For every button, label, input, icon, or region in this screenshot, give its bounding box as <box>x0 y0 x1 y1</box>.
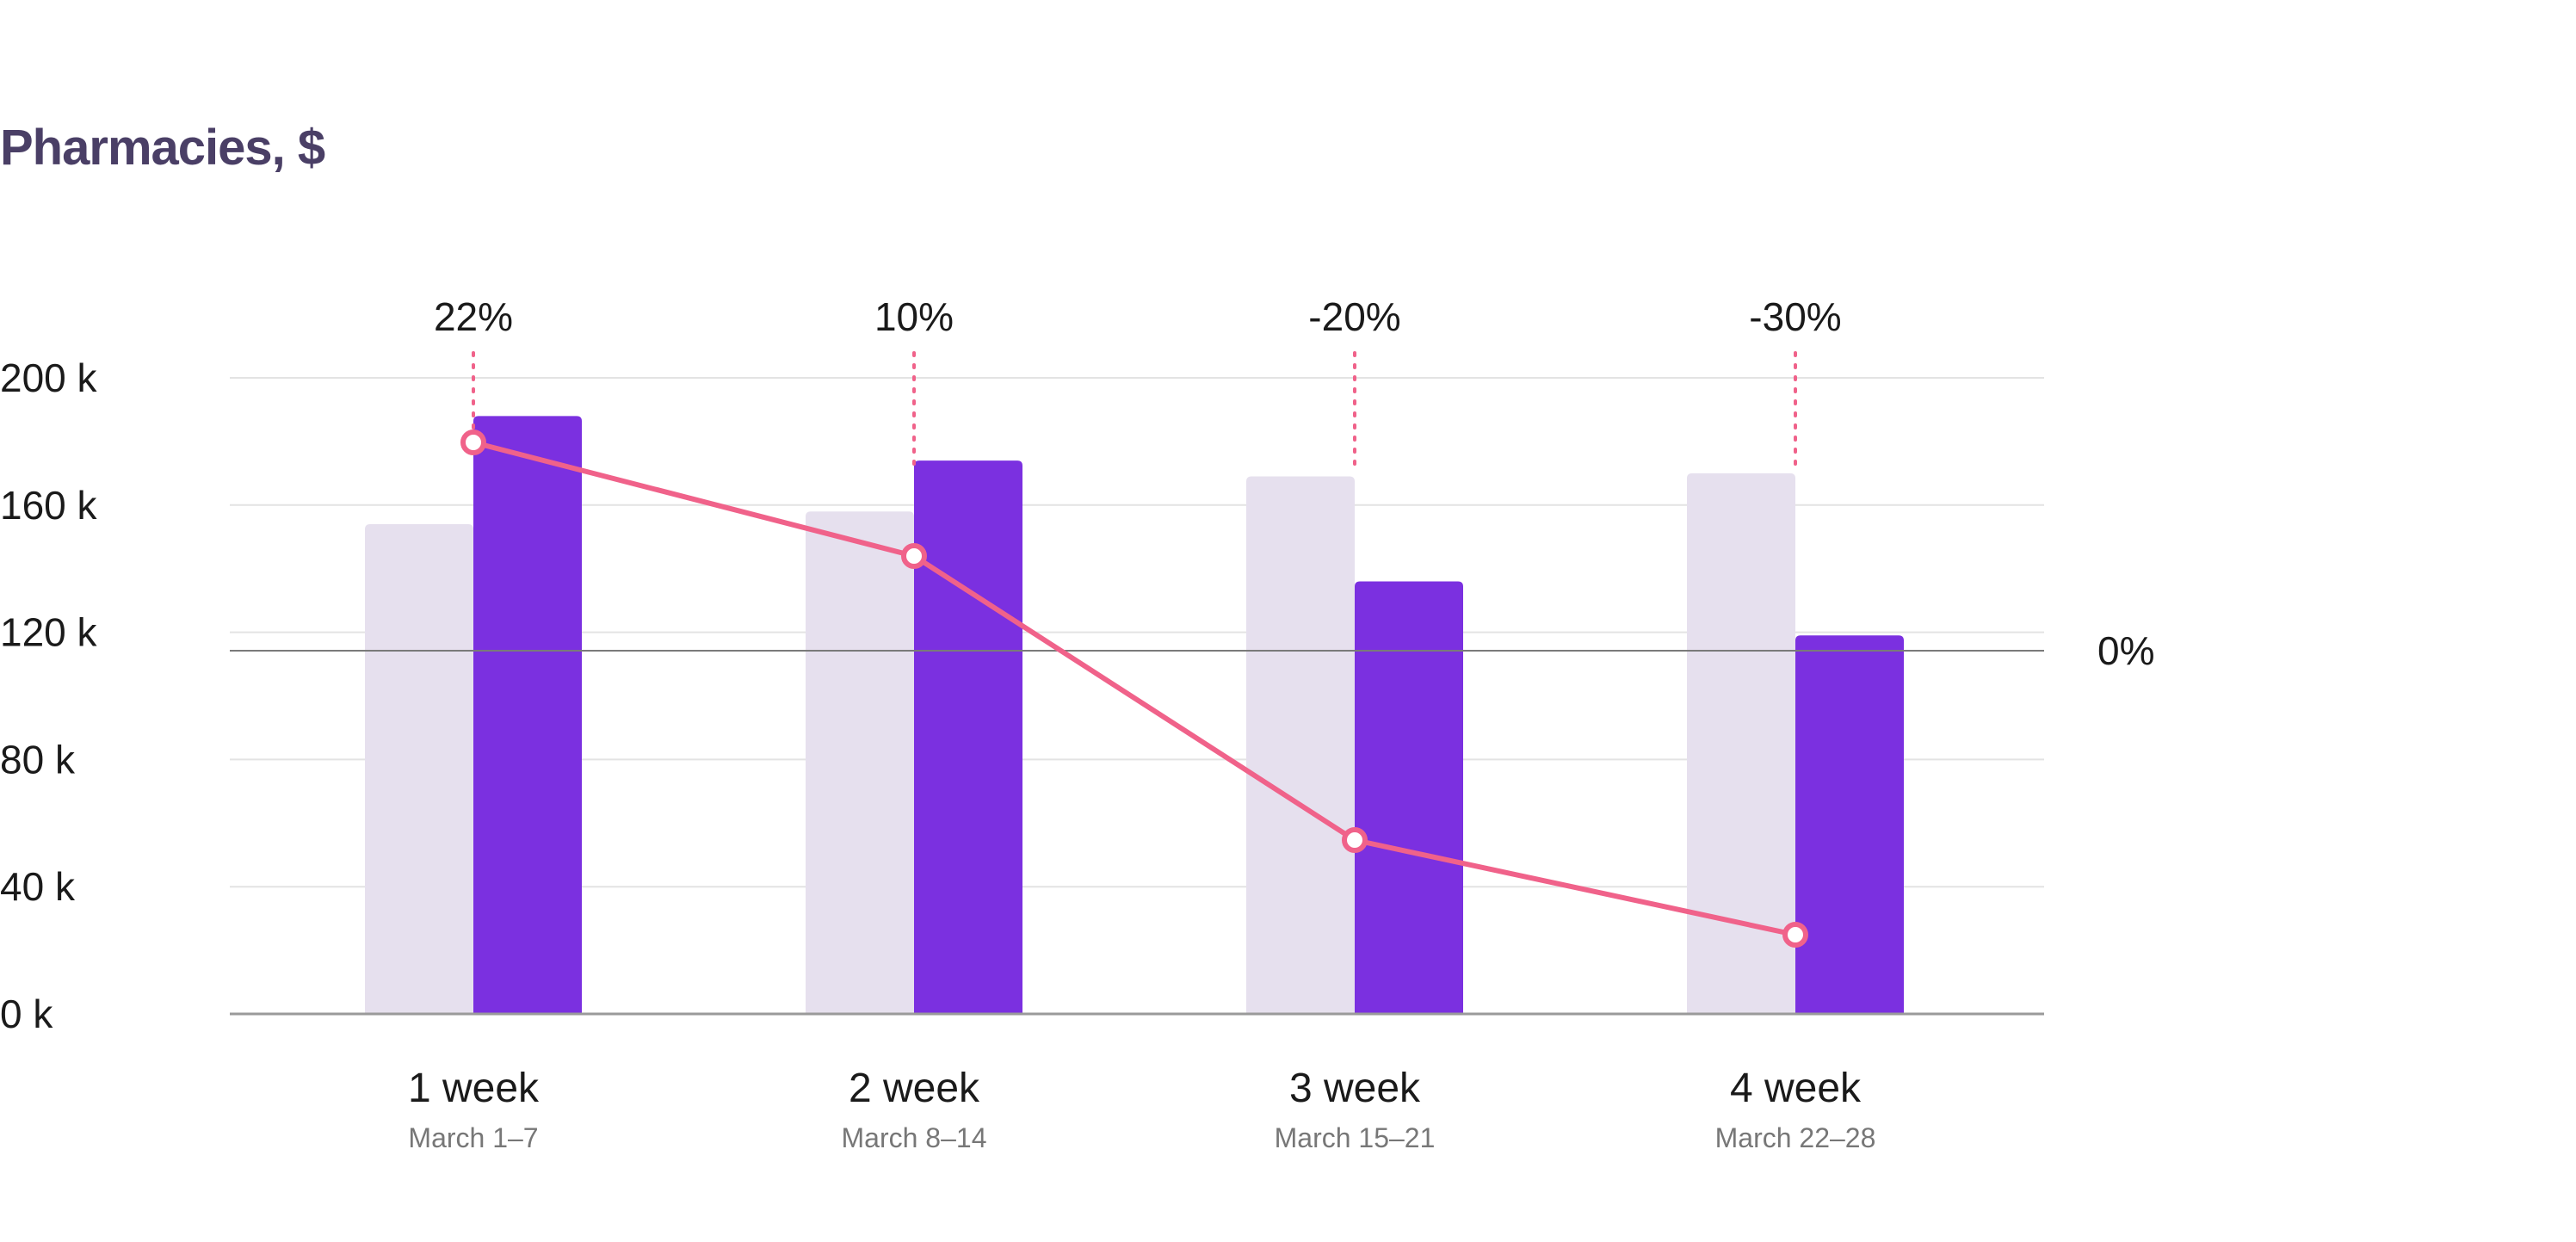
x-category-label: 1 week <box>408 1066 540 1111</box>
change-point <box>1782 922 1808 948</box>
change-point <box>1342 827 1368 853</box>
y-tick-label: 120 k <box>0 610 98 655</box>
bar-previous <box>1687 473 1795 1014</box>
change-line <box>473 440 1796 937</box>
change-percent-label: 22% <box>434 294 513 339</box>
change-point <box>460 429 486 455</box>
change-percent-label: -30% <box>1749 294 1841 339</box>
change-percent-label: -20% <box>1308 294 1400 339</box>
y-tick-label: 160 k <box>0 483 98 528</box>
bar-previous <box>365 523 473 1014</box>
bar-current <box>473 416 582 1015</box>
bar-current <box>1795 635 1904 1014</box>
bars <box>365 416 1904 1015</box>
x-date-range-label: March 8–14 <box>842 1122 987 1153</box>
y-axis-ticks: 0 k 40 k 80 k 120 k 160 k 200 k <box>0 355 98 1036</box>
bar-previous <box>1246 476 1355 1014</box>
x-category-label: 4 week <box>1730 1066 1862 1111</box>
axes <box>230 650 2044 1016</box>
bar-previous <box>806 511 914 1014</box>
x-date-range-label: March 1–7 <box>408 1122 538 1153</box>
x-date-range-label: March 15–21 <box>1275 1122 1436 1153</box>
chart-title: Pharmacies, $ <box>0 120 325 176</box>
x-category-label: 2 week <box>849 1066 980 1111</box>
y-tick-label: 200 k <box>0 355 98 400</box>
labels: 0% 22% 10% -20% -30% 1 week March 1–7 2 week Mar… <box>408 294 2155 1153</box>
bar-current <box>1355 581 1463 1014</box>
y-tick-label: 40 k <box>0 864 76 909</box>
change-percent-label: 10% <box>874 294 954 339</box>
change-point <box>901 543 927 569</box>
x-date-range-label: March 22–28 <box>1715 1122 1876 1153</box>
y-tick-label: 80 k <box>0 737 76 782</box>
change-line-layer <box>460 351 1808 948</box>
x-category-label: 3 week <box>1289 1066 1421 1111</box>
bar-current <box>914 460 1022 1014</box>
y-tick-label: 0 k <box>0 992 53 1036</box>
zero-percent-label: 0% <box>2097 628 2154 673</box>
